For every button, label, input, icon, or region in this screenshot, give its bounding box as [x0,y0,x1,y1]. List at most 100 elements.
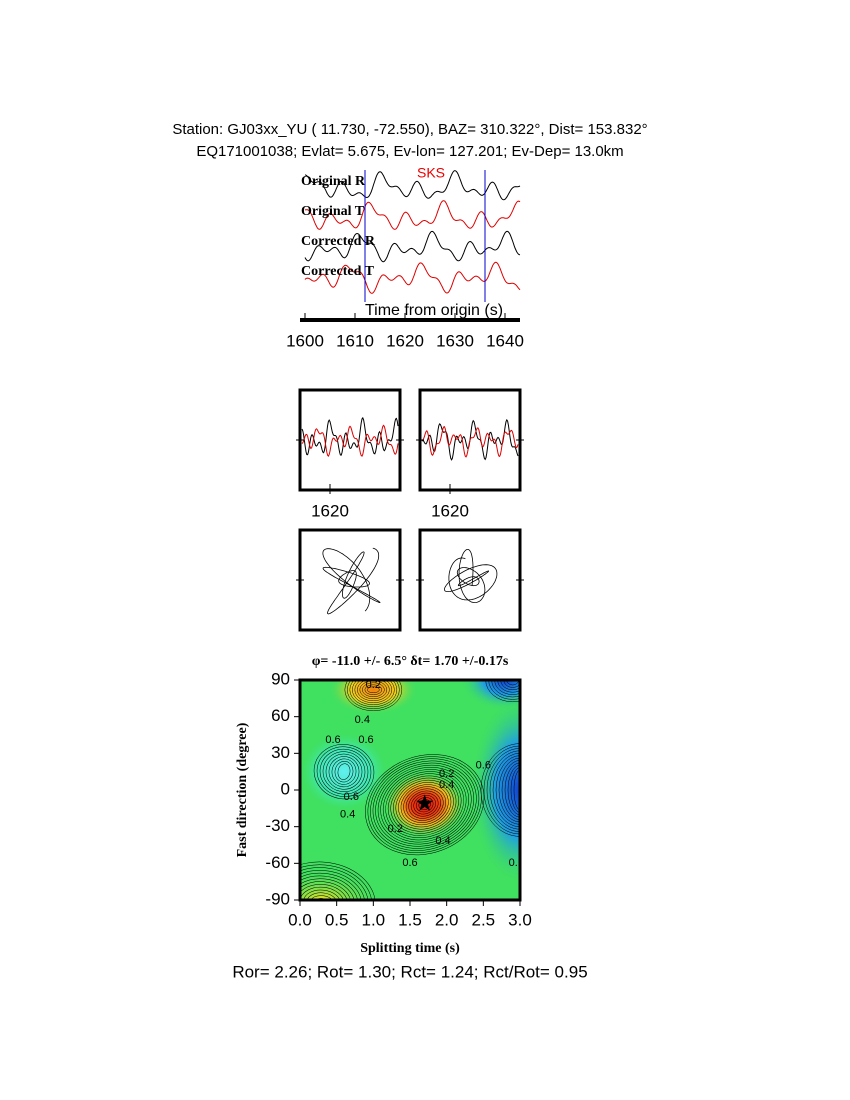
contour-line [357,680,390,702]
panel-frame [298,388,402,492]
contour-line [367,756,482,853]
contour-line [310,895,334,900]
footer: Ror= 2.26; Rot= 1.30; Rct= 1.24; Rct/Rot… [232,962,587,981]
x-tick-label: 0.0 [288,910,312,929]
contour-label: 0.6 [325,734,340,746]
x-tick-label: 1600 [286,331,324,350]
phase-label: SKS [417,165,445,181]
contour-line [498,757,520,823]
contour-line [410,792,439,817]
contour-line [380,767,469,843]
x-tick-label: 1630 [436,331,474,350]
contour-line [398,782,452,828]
trace [304,170,521,201]
contour-line [513,769,520,811]
y-tick-label: -60 [265,853,290,872]
trace-label: Original T [301,204,365,219]
contour-line [390,775,459,834]
best-fit [416,794,434,811]
contour-line [483,745,520,835]
panel-frame [418,528,522,632]
contour-line [306,892,338,900]
x-tick-label: 2.5 [472,910,496,929]
contour-label: 0.6 [344,791,359,803]
contour-line [408,790,441,819]
y-tick-label: -90 [265,889,290,908]
particle-motion [322,547,381,615]
x-tick-label: 3.0 [508,910,532,929]
x-tick-label: 1640 [486,331,524,350]
y-label: Fast direction (degree) [235,722,250,857]
y-tick-label: 0 [281,779,290,798]
contour-line [300,881,352,900]
contour-line [300,878,355,900]
contour-line [507,764,520,816]
misfit-map: 0.20.40.6 0.60.60.40.20.40.20.40.6 0.60.6 [300,679,520,900]
contour-line [300,884,348,900]
contour-line [347,680,400,710]
trace-label: Original R [301,174,366,189]
color-region [300,731,389,812]
contour-label: 0.4 [355,714,370,726]
x-tick-label: 0.5 [325,910,349,929]
contour-line [387,773,462,836]
contour-line [413,794,436,815]
header-line: EQ171001038; Evlat= 5.675, Ev-lon= 127.2… [196,143,623,160]
trace [421,426,519,458]
trace [304,261,521,294]
contour-line [370,758,480,851]
contour-label: 0.6 [476,759,491,771]
contour-line [354,680,393,704]
contour-label: 0.4 [435,835,450,847]
contour-label: 0.2 [439,768,454,780]
contour-line [319,748,369,795]
particle-motion [444,549,498,603]
contour-line [501,760,520,820]
color-region [328,680,419,715]
contour-line [480,743,520,837]
contour-line [504,762,520,818]
contour-line [322,751,366,792]
x-tick-label: 1620 [311,501,349,520]
contour-line [313,898,331,900]
contour-line [352,680,395,706]
contour-label: 0.6 [402,857,417,869]
x-tick-label: 1620 [386,331,424,350]
contour-line [364,684,383,696]
y-tick-label: 60 [271,706,290,725]
contour-line [382,769,467,841]
trace [301,416,399,456]
trace [304,200,521,230]
contour-label: 0.4 [439,779,454,791]
contour-line [300,886,345,900]
contour-line [300,864,373,900]
contour-line [300,872,362,900]
x-tick-label: 1.5 [398,910,422,929]
contour-line [300,875,359,900]
contour-line [362,682,385,698]
contour-line [506,680,519,686]
header-line: Station: GJ03xx_YU ( 11.730, -72.550), B… [172,121,647,138]
contour-line [400,784,449,826]
contour-label: 0.2 [388,823,403,835]
contour-line [486,748,520,832]
contour-line [365,754,485,856]
contour-line [334,761,354,783]
trace [304,230,521,263]
contour-label: 0.2 [366,679,381,691]
contour-line [395,779,454,830]
contour-line [415,797,434,813]
contour-line [377,764,472,845]
y-tick-label: 30 [271,743,290,762]
contour-line [337,763,351,780]
contour-line [503,680,520,688]
contour-line [325,753,363,790]
contour-line [403,786,447,823]
trace-label: Corrected R [301,234,376,249]
color-region [300,870,382,900]
plot-title: φ= -11.0 +/- 6.5° δt= 1.70 +/-0.17s [312,654,509,669]
contour-line [489,750,520,830]
contour-line [497,680,520,693]
contour-label: 0.4 [340,808,355,820]
